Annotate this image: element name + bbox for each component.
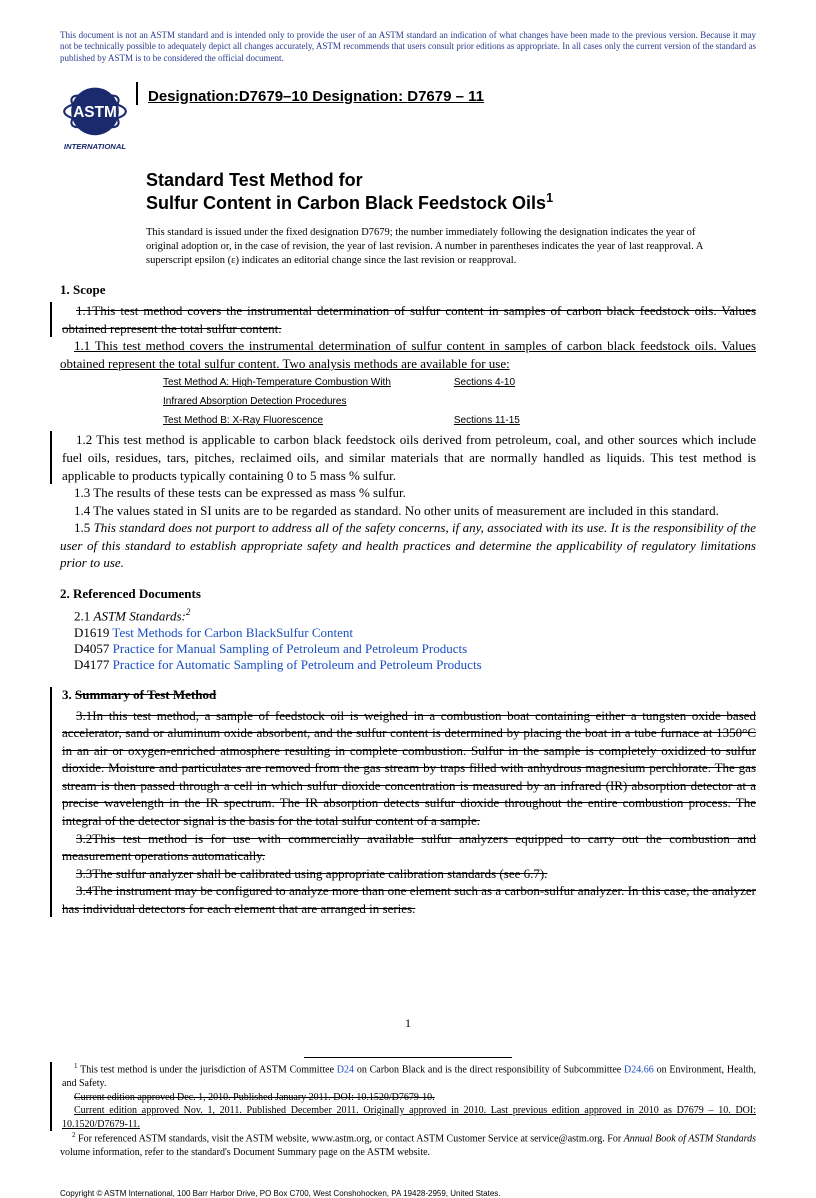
designation-old: Designation:D7679–10 [148,88,308,105]
s1-1-change: 1.1This test method covers the instrumen… [50,302,756,337]
s1-5: 1.5 This standard does not purport to ad… [60,519,756,572]
designation-block: Designation:D7679–10 Designation: D7679 … [136,82,756,105]
footnote-2: 2 For referenced ASTM standards, visit t… [60,1131,756,1159]
section-2-head: 2. Referenced Documents [60,586,756,602]
ref-d4177: D4177 Practice for Automatic Sampling of… [60,657,756,673]
header-row: ASTM INTERNATIONAL Designation:D7679–10 … [60,82,756,152]
s3-4: 3.4The instrument may be configured to a… [52,882,756,917]
method-b-sec: Sections 11-15 [453,412,580,429]
designation-line: Designation:D7679–10 Designation: D7679 … [138,88,756,105]
fn1-link-d2466[interactable]: D24.66 [624,1065,654,1076]
ref-d1619: D1619 Test Methods for Carbon BlackSulfu… [60,625,756,641]
s3-3: 3.3The sulfur analyzer shall be calibrat… [52,865,756,883]
fn1-link-d24[interactable]: D24 [337,1065,354,1076]
title-line-1: Standard Test Method for [146,170,756,191]
s1-1-old: 1.1This test method covers the instrumen… [52,302,756,337]
method-table: Test Method A: High-Temperature Combusti… [160,372,582,431]
method-a-l2: Infrared Absorption Detection Procedures [162,393,451,410]
s3-change: 3. Summary of Test Method 3.1In this tes… [50,687,756,918]
astm-logo: ASTM INTERNATIONAL [60,82,130,152]
section-1-head: 1. Scope [60,282,756,298]
page-number: 1 [0,1016,816,1031]
issued-note: This standard is issued under the fixed … [146,226,716,269]
footnote-1: 1 This test method is under the jurisdic… [52,1062,756,1090]
footnote-1-new: Current edition approved Nov. 1, 2011. P… [52,1104,756,1131]
ref-d1619-link[interactable]: Test Methods for Carbon BlackSulfur Cont… [109,625,353,640]
svg-text:INTERNATIONAL: INTERNATIONAL [64,142,127,151]
disclaimer-text: This document is not an ASTM standard an… [60,30,756,64]
ref-d4177-link[interactable]: Practice for Automatic Sampling of Petro… [109,657,481,672]
title-block: Standard Test Method for Sulfur Content … [146,170,756,214]
section-3-head: 3. Summary of Test Method [52,687,756,703]
copyright: Copyright © ASTM International, 100 Barr… [60,1189,756,1198]
method-b: Test Method B: X-Ray Fluorescence [162,412,451,429]
method-a-l1: Test Method A: High-Temperature Combusti… [162,374,451,391]
s1-2-change: 1.2 This test method is applicable to ca… [50,431,756,484]
s2-1: 2.1 ASTM Standards:2 [60,606,756,625]
ref-d4057: D4057 Practice for Manual Sampling of Pe… [60,641,756,657]
designation-new-prefix: Designation: [308,88,407,105]
designation-new-code: D7679 – 11 [407,88,484,105]
s3-1: 3.1In this test method, a sample of feed… [52,707,756,830]
s1-2: 1.2 This test method is applicable to ca… [52,431,756,484]
s1-3: 1.3 The results of these tests can be ex… [60,484,756,502]
title-line-2: Sulfur Content in Carbon Black Feedstock… [146,191,756,214]
page: This document is not an ASTM standard an… [0,0,816,1056]
svg-text:ASTM: ASTM [73,104,117,121]
s1-1-new: 1.1 This test method covers the instrume… [60,337,756,372]
footnote-1-old: Current edition approved Dec. 1, 2010. P… [52,1091,756,1105]
s1-4: 1.4 The values stated in SI units are to… [60,502,756,520]
footnote-rule [304,1057,513,1058]
s3-2: 3.2This test method is for use with comm… [52,830,756,865]
fn1-change: 1 This test method is under the jurisdic… [50,1062,756,1131]
method-a-sec: Sections 4-10 [453,374,580,391]
ref-d4057-link[interactable]: Practice for Manual Sampling of Petroleu… [109,641,467,656]
